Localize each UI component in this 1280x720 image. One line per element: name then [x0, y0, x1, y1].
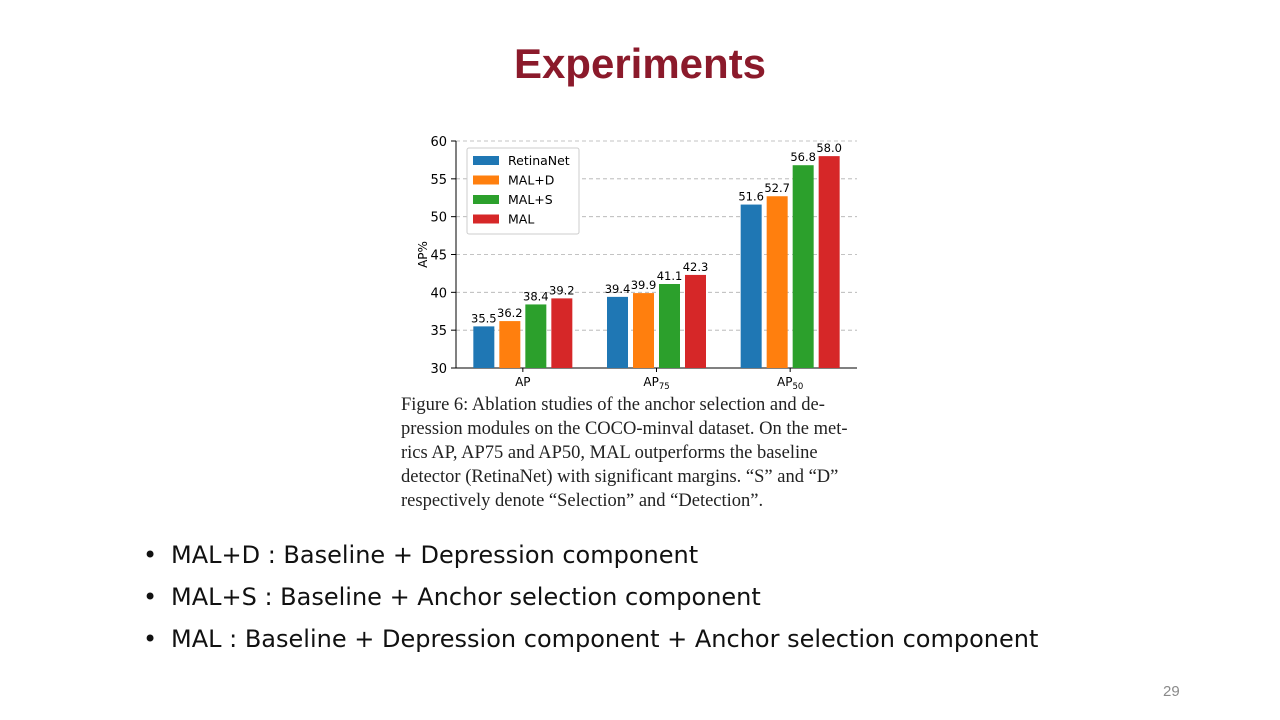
- caption-line: respectively denote “Selection” and “Det…: [401, 491, 764, 511]
- y-tick-label: 55: [430, 173, 447, 188]
- y-tick-label: 60: [430, 135, 447, 150]
- bar: [792, 165, 814, 368]
- y-tick-label: 30: [430, 362, 447, 377]
- x-tick-label: AP75: [643, 375, 669, 392]
- bullet-item: MAL : Baseline + Depression component + …: [143, 620, 1038, 662]
- bar: [740, 204, 762, 368]
- bar: [473, 326, 495, 368]
- bar-value-label: 39.9: [631, 278, 657, 292]
- legend-label: MAL+S: [508, 192, 553, 207]
- bar-value-label: 38.4: [523, 289, 549, 303]
- y-tick-label: 35: [430, 324, 447, 339]
- y-tick-label: 40: [430, 286, 447, 301]
- y-axis-label: AP%: [416, 241, 430, 268]
- legend-label: RetinaNet: [508, 153, 570, 168]
- bar-value-label: 39.2: [549, 283, 575, 297]
- page-number: 29: [1163, 683, 1180, 700]
- x-tick-label: AP50: [777, 375, 803, 392]
- legend-swatch: [473, 175, 499, 185]
- bar-value-label: 52.7: [764, 181, 790, 195]
- figure-caption: Figure 6: Ablation studies of the anchor…: [401, 393, 873, 513]
- bar: [659, 284, 680, 368]
- bar-value-label: 35.5: [471, 311, 497, 325]
- bar-value-label: 51.6: [738, 190, 764, 204]
- caption-line: detector (RetinaNet) with significant ma…: [401, 467, 839, 487]
- bar: [633, 293, 654, 368]
- bar: [551, 298, 573, 368]
- caption-line: pression modules on the COCO-minval data…: [401, 419, 848, 439]
- bar: [499, 321, 521, 368]
- bullet-item: MAL+D : Baseline + Depression component: [143, 536, 1038, 578]
- bar-value-label: 41.1: [657, 269, 683, 283]
- bar-value-label: 58.0: [816, 141, 842, 155]
- y-tick-label: 45: [430, 249, 447, 264]
- legend-label: MAL: [508, 212, 534, 227]
- bullet-item: MAL+S : Baseline + Anchor selection comp…: [143, 578, 1038, 620]
- legend-swatch: [473, 214, 499, 224]
- bullet-list: MAL+D : Baseline + Depression component …: [143, 536, 1038, 662]
- legend-swatch: [473, 156, 499, 165]
- caption-line: Figure 6: Ablation studies of the anchor…: [401, 395, 825, 415]
- bar-value-label: 36.2: [497, 306, 523, 320]
- bar: [766, 196, 788, 368]
- x-tick-label: AP: [515, 375, 530, 389]
- bar-value-label: 42.3: [683, 260, 709, 274]
- bar: [525, 304, 547, 368]
- bar-chart: 30 35 40 45 50 55 60 AP% 35.5 36.238.4 39.2 AP 39.4 3…: [416, 135, 857, 392]
- bar: [818, 156, 840, 368]
- legend-label: MAL+D: [508, 173, 554, 188]
- bar-value-label: 39.4: [605, 282, 631, 296]
- slide-title: Experiments: [513, 40, 767, 87]
- bar-value-label: 56.8: [790, 150, 816, 164]
- legend-swatch: [473, 195, 499, 204]
- legend-box: [466, 147, 580, 235]
- caption-line: rics AP, AP75 and AP50, MAL outperforms …: [401, 443, 818, 463]
- bar: [607, 296, 628, 368]
- bar: [685, 274, 706, 368]
- y-tick-label: 50: [430, 211, 447, 226]
